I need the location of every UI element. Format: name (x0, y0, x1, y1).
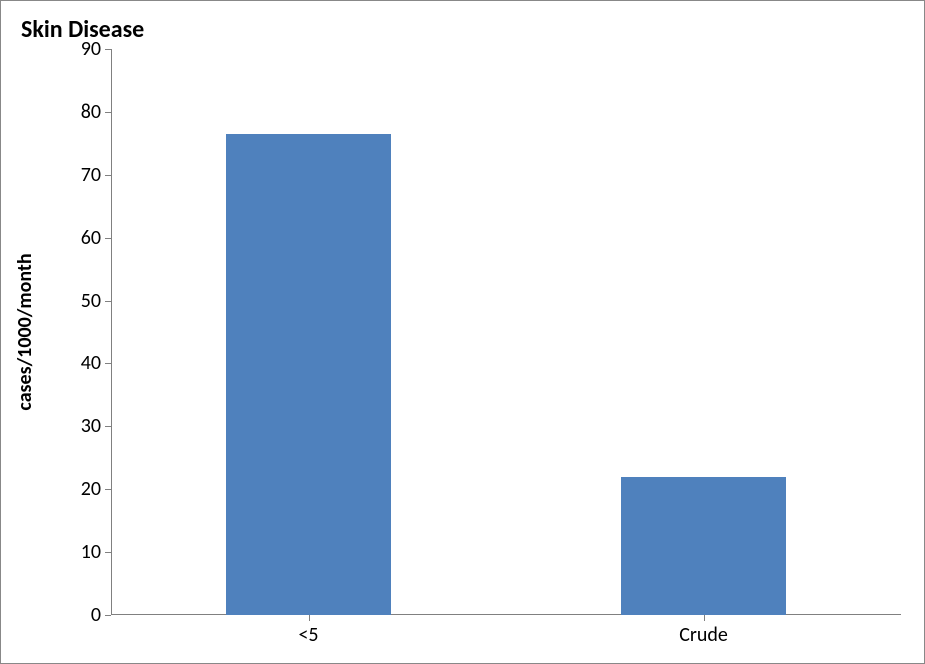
y-tick-label: 40 (81, 351, 101, 375)
x-tick (309, 615, 310, 621)
y-tick-label: 10 (81, 540, 101, 564)
y-tick (105, 615, 111, 616)
y-tick-label: 70 (81, 163, 101, 187)
x-tick-label: <5 (298, 623, 318, 647)
y-tick-label: 50 (81, 289, 101, 313)
y-tick (105, 426, 111, 427)
y-tick (105, 49, 111, 50)
y-tick (105, 363, 111, 364)
y-tick (105, 301, 111, 302)
y-tick-label: 90 (81, 37, 101, 61)
y-tick-label: 60 (81, 226, 101, 250)
y-tick (105, 489, 111, 490)
y-tick (105, 112, 111, 113)
plot-area: 0102030405060708090<5Crude (111, 49, 901, 615)
y-tick-label: 30 (81, 414, 101, 438)
y-tick-label: 0 (91, 603, 101, 627)
y-tick-label: 20 (81, 477, 101, 501)
y-tick-label: 80 (81, 100, 101, 124)
y-tick (105, 175, 111, 176)
bar (621, 477, 787, 615)
bar (226, 134, 392, 615)
x-tick-label: Crude (679, 623, 728, 647)
y-tick (105, 552, 111, 553)
y-axis-line (111, 49, 112, 615)
y-axis-label: cases/1000/month (13, 253, 37, 410)
y-tick (105, 238, 111, 239)
chart-container: Skin Disease cases/1000/month 0102030405… (0, 0, 925, 664)
x-tick (704, 615, 705, 621)
